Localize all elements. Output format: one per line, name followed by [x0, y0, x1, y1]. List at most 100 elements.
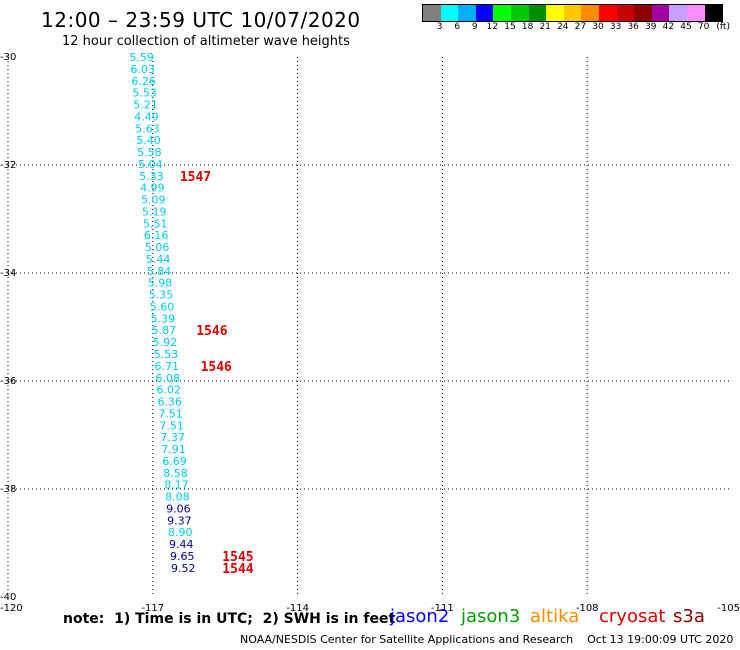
wave-height-value: 5.51 [143, 217, 168, 230]
wave-height-value: 4.49 [134, 110, 159, 123]
legend-swatch [686, 5, 705, 21]
wave-height-value: 7.37 [160, 431, 185, 444]
wave-height-value: 6.16 [144, 229, 169, 242]
wave-height-value: 5.04 [138, 158, 163, 171]
time-label: 1546 [201, 360, 232, 375]
time-label: 1547 [180, 170, 211, 185]
lon-tick-label: -117 [141, 603, 164, 614]
legend-swatch [651, 5, 670, 21]
wave-height-value: 6.71 [155, 360, 180, 373]
page-subtitle: 12 hour collection of altimeter wave hei… [62, 34, 350, 49]
legend-tick: 12 [486, 22, 499, 32]
lon-tick-label: -111 [431, 603, 454, 614]
lon-tick-label: -120 [0, 603, 23, 614]
wave-height-value: 8.90 [168, 526, 193, 539]
lat-tick-label: -30 [0, 52, 16, 63]
wave-height-value: 5.40 [136, 134, 161, 147]
lon-tick-label: -105 [717, 603, 740, 614]
wave-height-value: 5.58 [137, 146, 162, 159]
wave-height-value: 5.92 [153, 336, 178, 349]
legend-swatch [440, 5, 459, 21]
legend-swatch [475, 5, 494, 21]
note-text: note: 1) Time is in UTC; 2) SWH is in fe… [63, 611, 396, 627]
satellite-name-s3a: s3a [673, 606, 705, 627]
wave-height-value: 9.52 [171, 562, 196, 575]
wave-height-value: 6.26 [131, 75, 156, 88]
legend-tick: 39 [645, 22, 657, 32]
wave-height-value: 5.09 [141, 194, 166, 207]
wave-height-value: 5.59 [129, 51, 154, 64]
legend-swatch [669, 5, 687, 21]
legend-tick: 33 [609, 22, 622, 32]
wave-height-value: 5.33 [139, 170, 164, 183]
legend-swatch [634, 5, 652, 21]
legend-swatch [510, 5, 529, 21]
wave-height-value: 5.87 [152, 324, 177, 337]
legend-swatch [528, 5, 547, 21]
wave-height-value: 7.51 [159, 419, 184, 432]
wave-height-value: 5.35 [149, 289, 174, 302]
wave-height-value: 5.98 [148, 277, 173, 290]
legend-tick: 6 [454, 22, 461, 32]
legend-tick: 9 [471, 22, 478, 32]
legend-unit: (ft) [716, 22, 730, 32]
wave-height-value: 8.17 [164, 479, 189, 492]
wave-height-value: 9.37 [167, 514, 192, 527]
legend-swatch [563, 5, 582, 21]
lat-tick-label: -34 [0, 268, 16, 279]
wave-height-labels: 5.596.036.265.535.214.495.635.405.585.04… [129, 51, 195, 575]
wave-height-value: 5.21 [133, 99, 158, 112]
wave-height-value: 5.19 [142, 205, 167, 218]
wave-height-value: 5.84 [147, 265, 172, 278]
legend-swatch [598, 5, 617, 21]
color-scale-legend [422, 4, 724, 22]
page-title: 12:00 – 23:59 UTC 10/07/2020 [41, 8, 361, 32]
axis-ticks: -120 -117 -114 -111 -108 -105 -30 -32 -34 -36 -38 -… [0, 52, 740, 614]
wave-height-value: 6.03 [130, 63, 155, 76]
wave-height-value: 8.58 [163, 467, 188, 480]
lon-tick-label: -114 [286, 603, 309, 614]
lat-tick-label: -38 [0, 484, 16, 495]
legend-swatch [546, 5, 564, 21]
lon-tick-label: -108 [576, 603, 599, 614]
legend-swatch [458, 5, 476, 21]
lat-tick-label: -32 [0, 160, 16, 171]
legend-swatch [704, 5, 723, 21]
footer-credit: NOAA/NESDIS Center for Satellite Applica… [240, 633, 734, 646]
wave-height-value: 9.44 [169, 538, 194, 551]
wave-height-value: 6.02 [156, 384, 181, 397]
wave-height-value: 5.39 [151, 312, 176, 325]
legend-tick: 70 [697, 22, 710, 32]
wave-height-value: 6.08 [156, 372, 181, 385]
wave-height-value: 5.53 [132, 87, 157, 100]
legend-tick: 27 [574, 22, 587, 32]
wave-height-value: 5.53 [154, 348, 179, 361]
legend-tick-labels: 3 6 9 12 15 18 21 24 27 30 33 36 39 42 45 70 (ft) [422, 22, 740, 34]
wave-height-value: 4.99 [140, 182, 165, 195]
legend-swatch [493, 5, 511, 21]
wave-height-value: 5.60 [150, 300, 175, 313]
legend-tick: 36 [627, 22, 639, 32]
legend-swatch [581, 5, 599, 21]
satellite-name-cryosat: cryosat [599, 606, 666, 627]
legend-swatch [423, 5, 441, 21]
satellite-name-jason2: jason2 [390, 606, 450, 627]
map-grid [7, 57, 732, 597]
satellite-name-jason3: jason3 [461, 606, 521, 627]
legend-tick: 30 [592, 22, 604, 32]
time-label: 1546 [196, 324, 227, 339]
wave-height-value: 8.08 [165, 491, 190, 504]
legend-swatch [616, 5, 635, 21]
legend-tick: 3 [436, 22, 443, 32]
wave-height-value: 6.69 [162, 455, 187, 468]
legend-tick: 24 [557, 22, 569, 32]
legend-tick: 15 [504, 22, 516, 32]
legend-tick: 21 [539, 22, 551, 32]
satellite-name-altika: altika [530, 606, 580, 627]
lat-tick-label: -40 [0, 592, 16, 603]
wave-height-value: 5.06 [145, 241, 170, 254]
legend-tick: 45 [680, 22, 692, 32]
wave-height-value: 5.44 [146, 253, 171, 266]
